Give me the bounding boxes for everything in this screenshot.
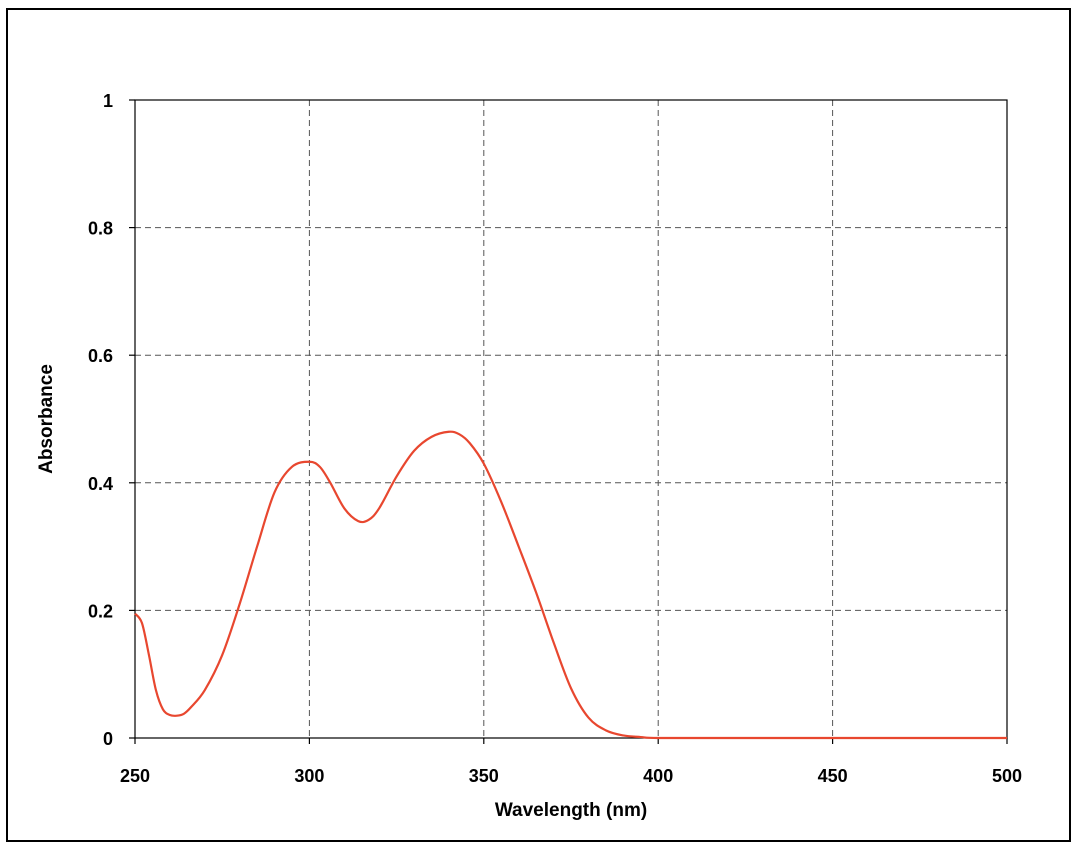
x-tick-label: 500 [992, 766, 1022, 786]
x-tick-label: 450 [818, 766, 848, 786]
chart-frame [6, 8, 1071, 842]
y-tick-label: 0.8 [88, 219, 113, 239]
y-tick-label: 0.4 [88, 474, 113, 494]
x-tick-label: 300 [294, 766, 324, 786]
plot-area-border [134, 99, 1008, 739]
absorbance-series-line [134, 430, 1007, 740]
y-tick-label: 1 [103, 91, 113, 111]
series-layer [134, 430, 1007, 740]
tick-layer: 250 300 350 400 450 500 0 0.2 0.4 0.6 0.8 1 [88, 91, 1022, 786]
y-tick-label: 0.6 [88, 346, 113, 366]
x-tick-label: 250 [120, 766, 150, 786]
y-tick-label: 0.2 [88, 601, 113, 621]
y-tick-label: 0 [103, 729, 113, 749]
x-axis-title: Wavelength (nm) [495, 800, 647, 821]
x-tick-label: 400 [643, 766, 673, 786]
y-axis-title: Absorbance [36, 364, 57, 474]
grid-layer [135, 100, 1007, 738]
x-tick-label: 350 [469, 766, 499, 786]
